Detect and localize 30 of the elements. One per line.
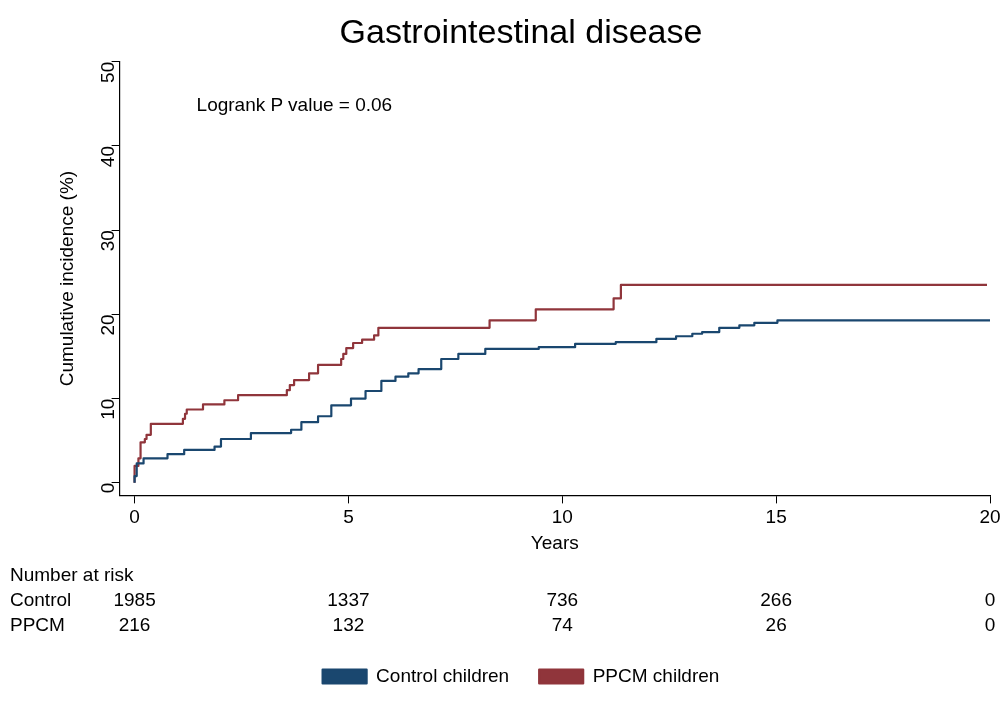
text: Control xyxy=(10,588,72,610)
text: Number at risk xyxy=(10,563,135,585)
annotation: Logrank P value = 0.06 xyxy=(196,94,393,116)
x-tick-label: 0 xyxy=(129,506,140,528)
y-tick-label: 0 xyxy=(96,482,118,494)
x-axis-title: Years xyxy=(530,531,579,553)
text: 216 xyxy=(118,613,151,635)
text: 736 xyxy=(546,588,579,610)
text: 1985 xyxy=(113,588,156,610)
y-axis-title: Cumulative incidence (%) xyxy=(55,170,77,387)
y-tick-label: 30 xyxy=(96,230,118,252)
x-tick-label: 15 xyxy=(765,506,787,528)
x-tick-label: 20 xyxy=(979,506,1001,528)
text: 0 xyxy=(984,588,996,610)
legend-label: Control children xyxy=(376,664,510,686)
chart-title: Gastrointestinal disease xyxy=(339,11,703,50)
x-tick-label: 5 xyxy=(343,506,354,528)
y-tick-label: 40 xyxy=(96,145,118,168)
text: 74 xyxy=(551,613,574,635)
text: 132 xyxy=(332,613,365,635)
text: 1337 xyxy=(327,588,370,610)
y-tick-label: 20 xyxy=(96,314,118,336)
text: 266 xyxy=(760,588,792,610)
text: PPCM xyxy=(10,613,65,635)
legend-label: PPCM children xyxy=(592,664,720,686)
text: 0 xyxy=(984,613,996,635)
text: 26 xyxy=(765,613,787,635)
y-tick-label: 50 xyxy=(96,61,118,83)
x-tick-label: 10 xyxy=(551,506,573,528)
y-tick-label: 10 xyxy=(96,398,118,420)
